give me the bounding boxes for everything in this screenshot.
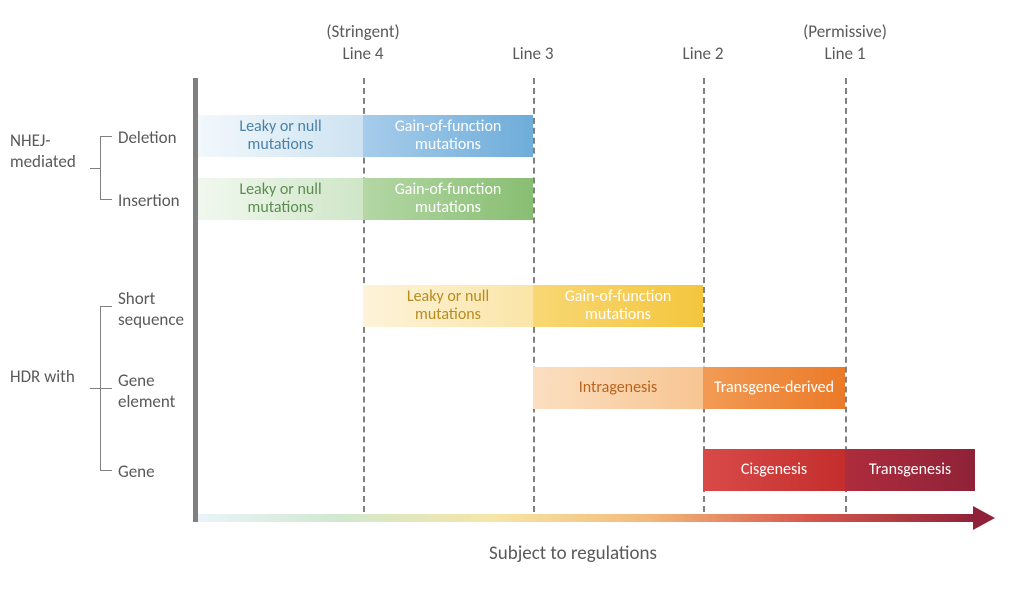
group-label-nhej: NHEJ- mediated [10, 130, 76, 172]
cell-insertion-3: Gain-of-function mutations [363, 178, 533, 220]
cell-gene-9: Transgenesis [845, 449, 975, 491]
diagram-root: (Stringent)Line 4 Line 3 Line 2 (Permissive… [0, 0, 1024, 596]
row-label-gene: Gene [118, 461, 155, 482]
bracket-nhej [100, 136, 101, 199]
col-label-line3: Line 3 [513, 44, 554, 64]
spectrum-bar [198, 514, 975, 522]
cell-short-4: Leaky or null mutations [363, 285, 533, 327]
cell-gene-8: Cisgenesis [703, 449, 845, 491]
bracket-hdr-mid-1 [100, 388, 112, 389]
col-label-top-line1: (Permissive) [803, 22, 887, 42]
row-label-insertion: Insertion [118, 190, 180, 211]
gridline-line1 [845, 78, 847, 512]
bracket-nhej-tick [90, 168, 100, 169]
row-label-short: Short sequence [118, 288, 184, 330]
cell-deletion-0: Leaky or null mutations [198, 115, 363, 157]
bracket-hdr-tick [90, 388, 100, 389]
cell-element-6: Intragenesis [533, 367, 703, 409]
bracket-hdr-bot [100, 470, 112, 471]
gridline-line2 [703, 78, 705, 512]
col-label-line1: Line 1 [825, 44, 866, 64]
cell-insertion-2: Leaky or null mutations [198, 178, 363, 220]
spectrum-arrowhead [973, 506, 995, 530]
col-label-line4: Line 4 [343, 44, 384, 64]
cell-deletion-1: Gain-of-function mutations [363, 115, 533, 157]
x-axis-label: Subject to regulations [489, 542, 657, 565]
row-label-element: Gene element [118, 370, 175, 412]
col-label-line2: Line 2 [683, 44, 724, 64]
cell-short-5: Gain-of-function mutations [533, 285, 703, 327]
bracket-hdr-top [100, 306, 112, 307]
bracket-nhej-bot [100, 199, 112, 200]
cell-element-7: Transgene-derived [703, 367, 845, 409]
col-label-top-line4: (Stringent) [326, 22, 399, 42]
bracket-nhej-top [100, 136, 112, 137]
group-label-hdr: HDR with [10, 366, 75, 387]
row-label-deletion: Deletion [118, 127, 177, 148]
